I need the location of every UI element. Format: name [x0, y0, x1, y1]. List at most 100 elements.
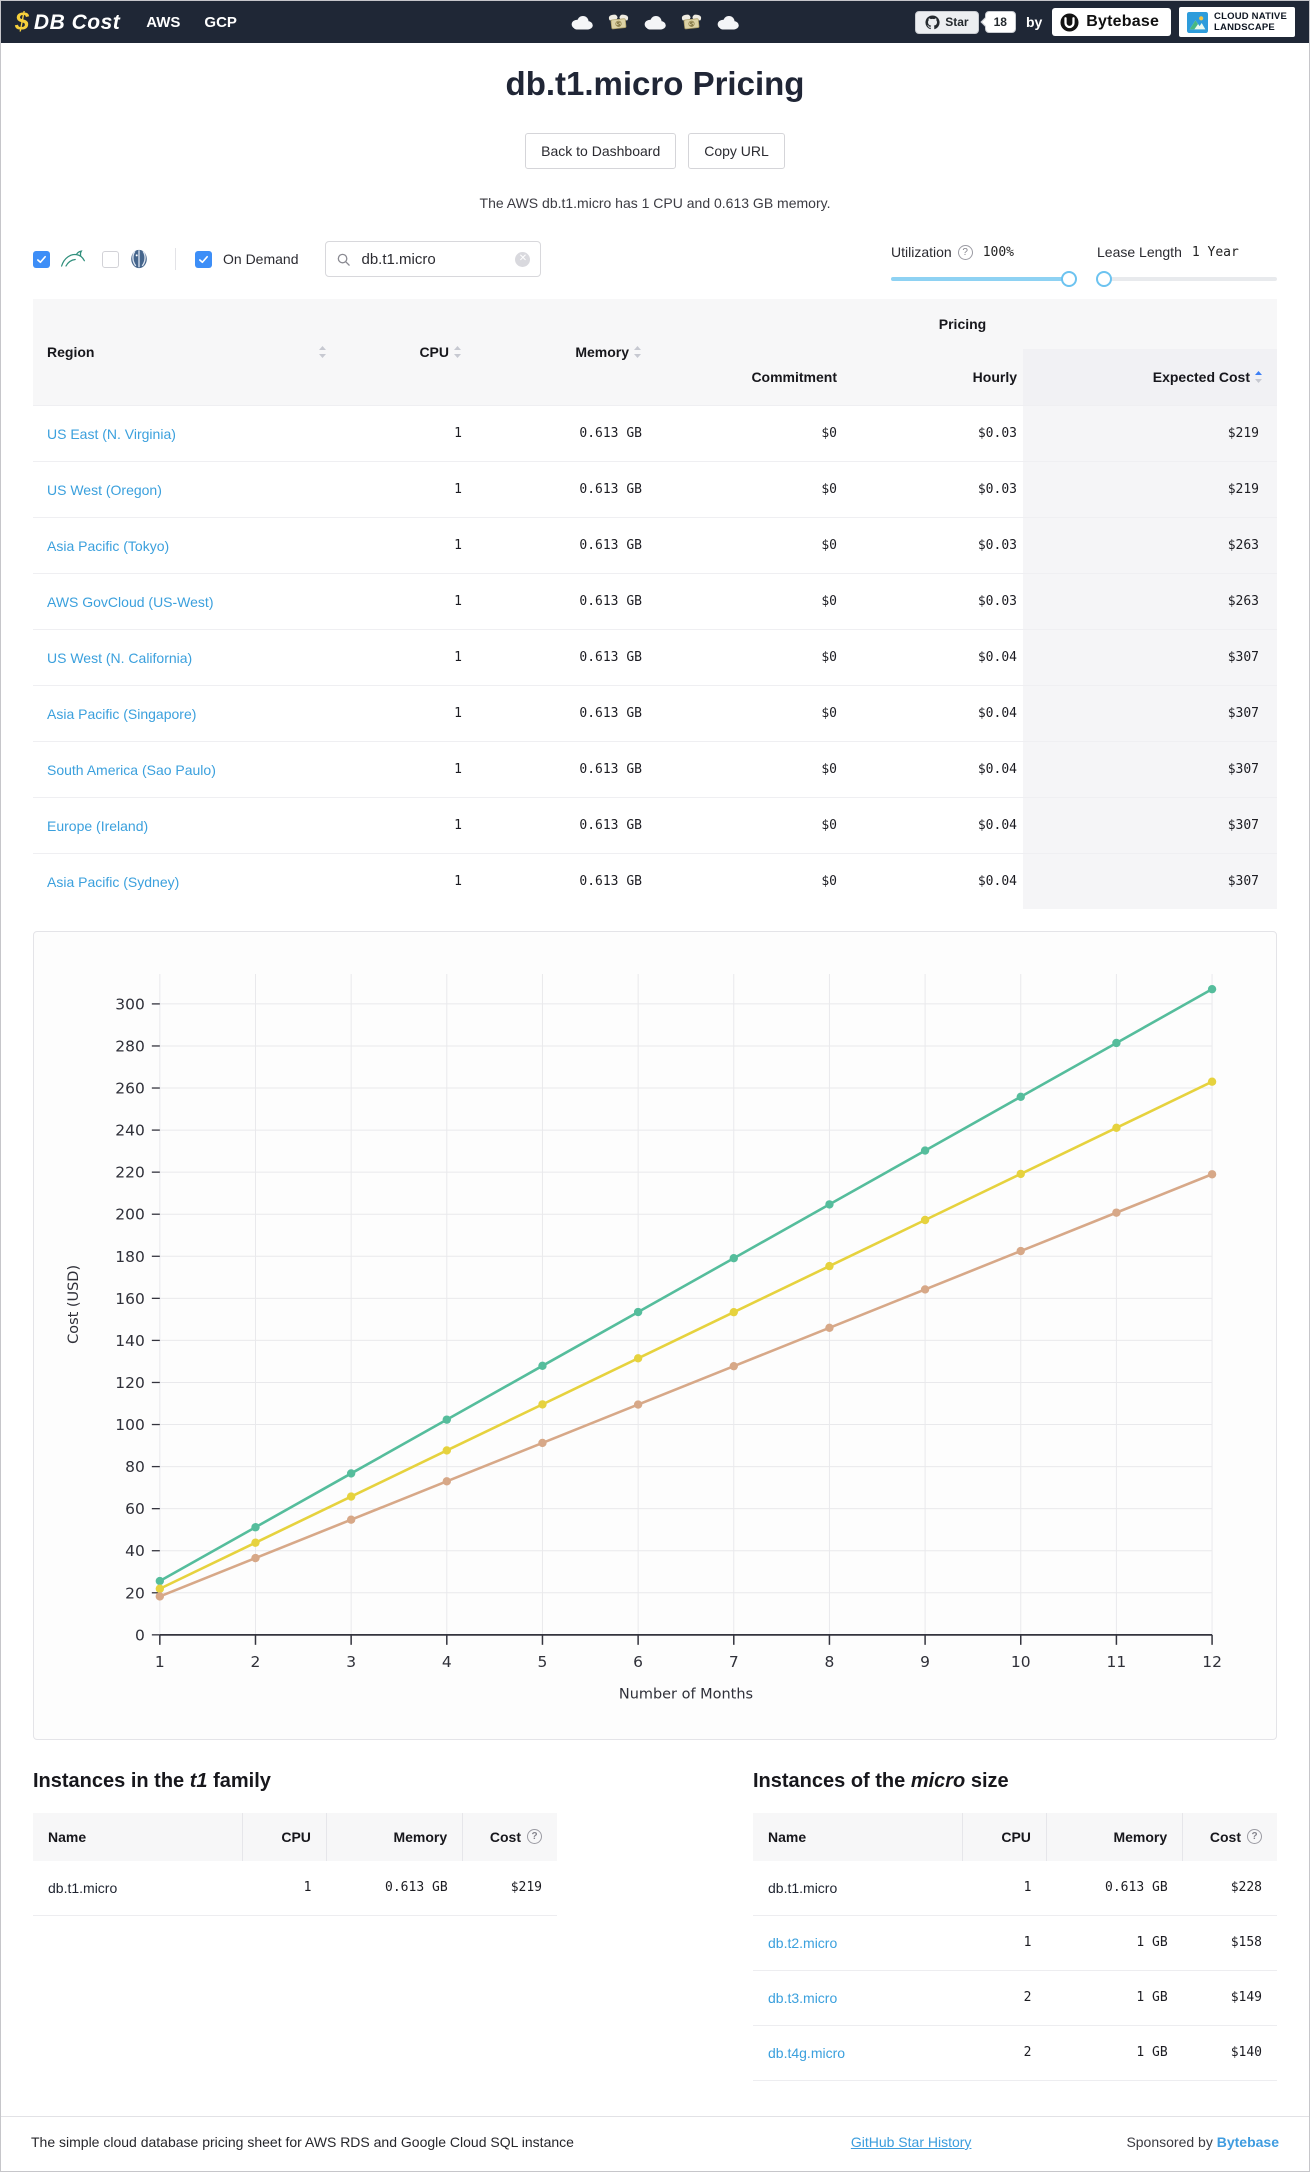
size-table-row: db.t4g.micro 2 1 GB $140: [753, 2025, 1277, 2081]
instance-summary: The AWS db.t1.micro has 1 CPU and 0.613 …: [479, 195, 831, 211]
column-header-expected-cost[interactable]: Expected Cost: [1023, 349, 1277, 405]
github-star-widget[interactable]: Star 18: [915, 10, 1016, 34]
cpu-cell: 1: [333, 685, 468, 741]
commitment-cell: $0: [648, 685, 843, 741]
utilization-slider-group: Utilization ? 100%: [891, 244, 1078, 287]
region-link[interactable]: Asia Pacific (Tokyo): [47, 537, 170, 554]
lease-length-slider-handle[interactable]: [1096, 271, 1113, 287]
region-link[interactable]: US West (Oregon): [47, 481, 162, 498]
family-instances-table: Name CPU Memory Cost? db.t1.micro: [33, 1812, 557, 1916]
lease-length-slider[interactable]: [1096, 271, 1277, 287]
cost-cell: $149: [1182, 1970, 1277, 2026]
pricing-table-row: US West (N. California) 1 0.613 GB $0 $0…: [33, 629, 1277, 685]
svg-text:1: 1: [155, 1653, 165, 1671]
memory-cell: 0.613 GB: [468, 741, 648, 797]
help-icon[interactable]: ?: [527, 1829, 542, 1845]
region-link[interactable]: US West (N. California): [47, 649, 193, 666]
svg-text:$: $: [617, 22, 622, 28]
memory-cell: 0.613 GB: [468, 405, 648, 461]
instance-name-link[interactable]: db.t3.micro: [768, 1989, 838, 2006]
by-text: by: [1025, 14, 1043, 30]
region-link[interactable]: Asia Pacific (Singapore): [47, 705, 197, 722]
hourly-cell: $0.03: [843, 405, 1023, 461]
app-logo[interactable]: $ DB Cost: [15, 7, 120, 36]
svg-text:140: 140: [115, 1332, 145, 1350]
column-header-cost: Cost?: [462, 1812, 557, 1861]
mysql-checkbox[interactable]: [33, 250, 50, 268]
copy-url-button[interactable]: Copy URL: [688, 133, 785, 169]
column-header-memory: Memory: [325, 1812, 463, 1861]
instance-name-link[interactable]: db.t2.micro: [768, 1934, 838, 1951]
cloud-native-landscape-badge[interactable]: CLOUD NATIVE LANDSCAPE: [1179, 7, 1295, 37]
pricing-table-row: South America (Sao Paulo) 1 0.613 GB $0 …: [33, 741, 1277, 797]
cloud-icon: [717, 15, 739, 30]
help-icon[interactable]: ?: [957, 244, 973, 260]
on-demand-label: On Demand: [223, 251, 299, 267]
size-table-row: db.t2.micro 1 1 GB $158: [753, 1915, 1277, 1971]
column-header-commitment[interactable]: Commitment: [648, 349, 843, 405]
postgres-checkbox[interactable]: [102, 250, 119, 268]
pricing-table: Region CPU Memory Pricing: [33, 299, 1277, 909]
nav-link-aws[interactable]: AWS: [146, 13, 181, 31]
region-link[interactable]: AWS GovCloud (US-West): [47, 593, 214, 610]
bytebase-badge[interactable]: Bytebase: [1052, 8, 1172, 36]
utilization-label: Utilization: [891, 244, 952, 260]
commitment-cell: $0: [648, 797, 843, 853]
cost-chart-card: 1 2 3 4 5 6 7 8 9 10 11 12 0 20 40 60 80 100 120 140 160 180 2…: [33, 931, 1277, 1740]
on-demand-checkbox[interactable]: [195, 250, 212, 268]
memory-cell: 1 GB: [1046, 1915, 1183, 1971]
commitment-cell: $0: [648, 853, 843, 909]
svg-text:11: 11: [1107, 1653, 1127, 1671]
github-star-history-link[interactable]: GitHub Star History: [850, 2134, 972, 2150]
region-link[interactable]: South America (Sao Paulo): [47, 761, 216, 778]
filter-left: On Demand ✕: [33, 241, 542, 283]
search-box[interactable]: ✕: [325, 241, 542, 277]
instance-name-link[interactable]: db.t4g.micro: [768, 2044, 846, 2061]
back-to-dashboard-button[interactable]: Back to Dashboard: [525, 133, 677, 169]
svg-text:100: 100: [115, 1416, 145, 1434]
help-icon[interactable]: ?: [1247, 1829, 1262, 1845]
region-link[interactable]: US East (N. Virginia): [47, 425, 176, 442]
region-link[interactable]: Asia Pacific (Sydney): [47, 873, 180, 890]
instance-name-link[interactable]: db.t1.micro: [768, 1879, 838, 1896]
clear-icon[interactable]: ✕: [515, 251, 531, 267]
cost-cell: $158: [1182, 1915, 1277, 1971]
hourly-cell: $0.03: [843, 461, 1023, 517]
footer-tagline: The simple cloud database pricing sheet …: [31, 2134, 574, 2150]
svg-text:200: 200: [115, 1206, 145, 1224]
memory-cell: 0.613 GB: [468, 461, 648, 517]
svg-text:$: $: [690, 22, 695, 28]
utilization-slider-handle[interactable]: [1061, 271, 1078, 287]
commitment-cell: $0: [648, 517, 843, 573]
bytebase-footer-link[interactable]: Bytebase: [1216, 2134, 1279, 2150]
cpu-cell: 1: [333, 797, 468, 853]
column-header-memory[interactable]: Memory: [468, 299, 648, 405]
family-section-heading: Instances in the t1 family: [33, 1769, 271, 1792]
svg-text:8: 8: [825, 1653, 835, 1671]
landscape-label: CLOUD NATIVE LANDSCAPE: [1214, 10, 1287, 33]
pricing-table-row: Asia Pacific (Singapore) 1 0.613 GB $0 $…: [33, 685, 1277, 741]
lease-length-value: 1 Year: [1191, 244, 1239, 260]
search-input[interactable]: [359, 249, 508, 269]
expected-cost-cell: $263: [1023, 517, 1277, 573]
column-header-name: Name: [753, 1812, 963, 1861]
column-header-cpu[interactable]: CPU: [333, 299, 468, 405]
column-header-region[interactable]: Region: [33, 299, 333, 405]
svg-text:Number of Months: Number of Months: [619, 1687, 753, 1703]
column-header-hourly[interactable]: Hourly: [843, 349, 1023, 405]
nav-link-gcp[interactable]: GCP: [204, 13, 237, 31]
utilization-slider[interactable]: [891, 271, 1078, 287]
expected-cost-cell: $219: [1023, 405, 1277, 461]
svg-text:4: 4: [442, 1653, 452, 1671]
column-header-memory: Memory: [1045, 1812, 1183, 1861]
commitment-cell: $0: [648, 405, 843, 461]
svg-text:60: 60: [125, 1500, 145, 1518]
region-link[interactable]: Europe (Ireland): [47, 817, 149, 834]
commitment-cell: $0: [648, 573, 843, 629]
dollar-logo-icon: $: [15, 7, 29, 36]
svg-text:2: 2: [251, 1653, 261, 1671]
star-count-badge[interactable]: 18: [984, 11, 1016, 33]
lease-length-label: Lease Length: [1097, 244, 1182, 260]
memory-cell: 0.613 GB: [326, 1860, 463, 1916]
memory-cell: 0.613 GB: [1046, 1860, 1183, 1916]
